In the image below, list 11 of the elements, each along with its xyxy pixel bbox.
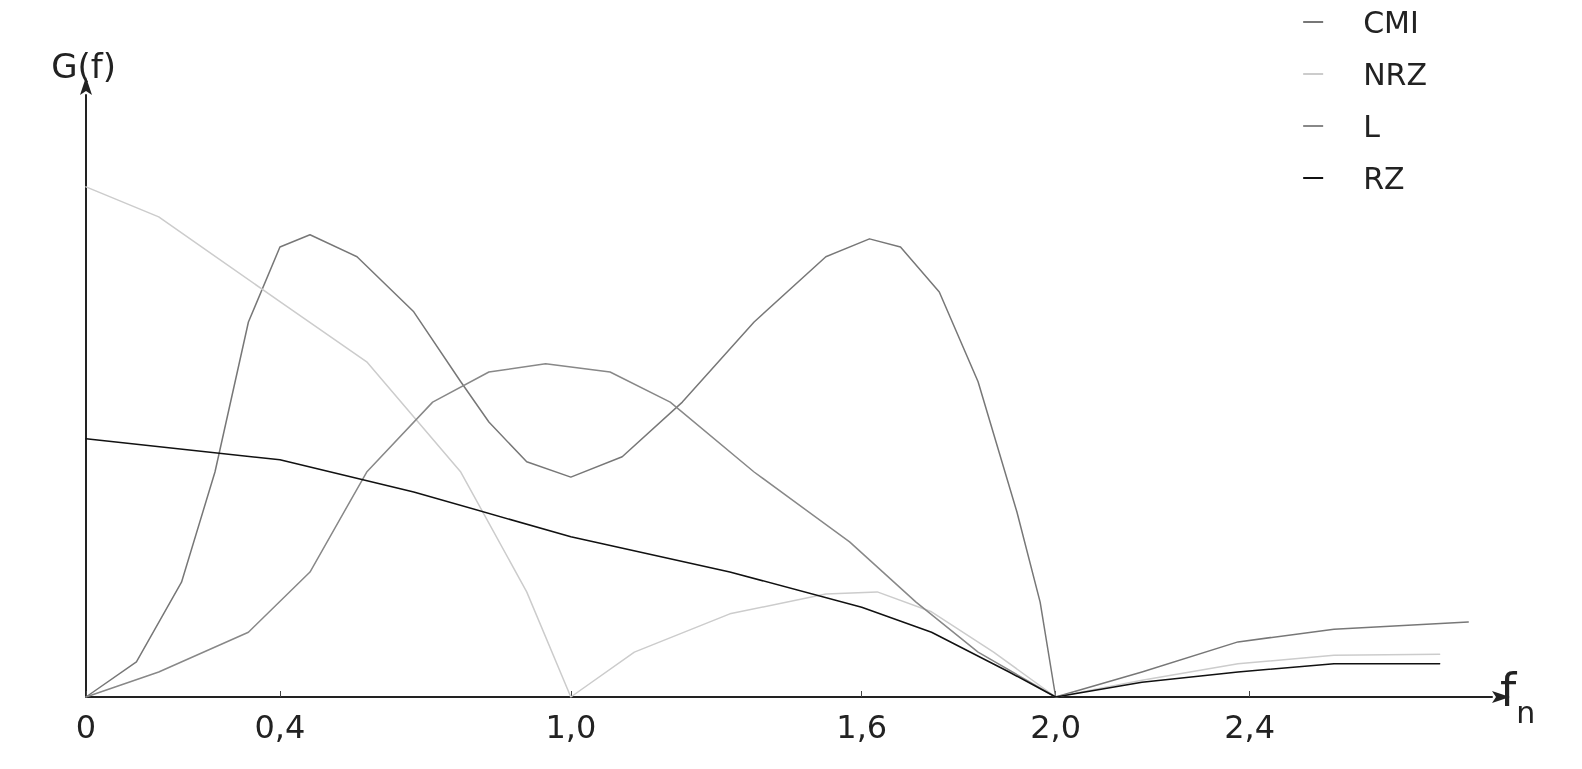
x-tick-label: 0,4 — [254, 708, 306, 746]
legend-label: CMI — [1363, 4, 1419, 40]
x-tick-label: 2,4 — [1224, 708, 1276, 746]
legend-label: L — [1363, 108, 1381, 144]
x-tick-label: 1,0 — [545, 708, 597, 746]
x-tick-label: 1,6 — [836, 708, 888, 746]
legend-label: RZ — [1363, 160, 1405, 196]
x-tick-label: 2,0 — [1030, 708, 1082, 746]
y-axis-title: G(f) — [51, 46, 116, 86]
legend-label: NRZ — [1363, 56, 1428, 92]
x-tick-label: 0 — [75, 708, 97, 746]
